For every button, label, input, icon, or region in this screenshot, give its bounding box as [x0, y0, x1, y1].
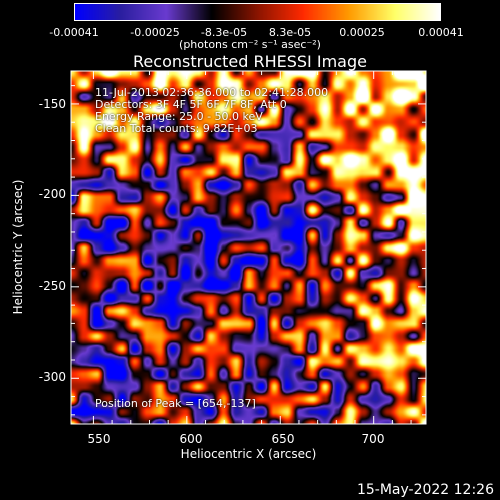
x-tick-label: 550 [87, 432, 111, 446]
x-tick-label: 650 [271, 432, 295, 446]
colorbar-tick-label: 8.3e-05 [268, 26, 312, 39]
heatmap-image [71, 71, 426, 424]
plot-frame [70, 70, 427, 425]
x-axis-label: Heliocentric X (arcsec) [180, 447, 317, 461]
x-tick-label: 600 [179, 432, 203, 446]
plot-timestamp: 15-May-2022 12:26 [356, 482, 494, 498]
colorbar [74, 3, 441, 21]
y-tick-label: -200 [38, 187, 66, 201]
annotation-time: 11-Jul-2013 02:36:36.000 to 02:41:28.000 [95, 86, 329, 99]
colorbar-tick-label: -0.00041 [49, 26, 99, 39]
annotation-clean: Clean Total counts: 9.82E+03 [95, 122, 258, 135]
annotation-energy: Energy Range: 25.0 - 50.0 keV [95, 110, 263, 123]
colorbar-tick-label: -0.00025 [130, 26, 180, 39]
annotation-peak: Position of Peak = [654,-137] [95, 397, 256, 410]
x-tick-label: 700 [361, 432, 385, 446]
y-axis-label: Heliocentric Y (arcsec) [11, 179, 25, 315]
y-tick-label: -250 [38, 279, 66, 293]
chart-title: Reconstructed RHESSI Image [133, 52, 367, 71]
colorbar-tick-label: 0.00025 [339, 26, 385, 39]
colorbar-tick-label: -8.3e-05 [200, 26, 248, 39]
y-tick-label: -300 [38, 370, 66, 384]
y-tick-label: -150 [38, 97, 66, 111]
colorbar-units: (photons cm⁻² s⁻¹ asec⁻²) [179, 38, 321, 51]
colorbar-tick-label: 0.00041 [418, 26, 464, 39]
annotation-detectors: Detectors: 3F 4F 5F 6F 7F 8F, Att 0 [95, 98, 287, 111]
